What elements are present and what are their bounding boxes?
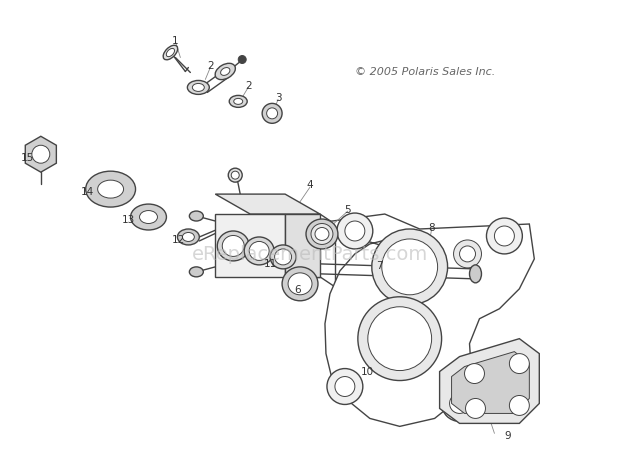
Ellipse shape [244,238,274,265]
Ellipse shape [238,56,246,64]
Text: © 2005 Polaris Sales Inc.: © 2005 Polaris Sales Inc. [355,67,495,77]
Polygon shape [215,195,320,215]
Ellipse shape [189,267,203,277]
Ellipse shape [182,233,194,242]
Ellipse shape [262,104,282,124]
Ellipse shape [189,212,203,222]
Circle shape [382,239,438,295]
Text: 8: 8 [428,222,435,233]
Text: 14: 14 [81,187,94,197]
Polygon shape [440,339,539,424]
Circle shape [494,227,515,247]
Text: 12: 12 [172,234,185,244]
Ellipse shape [217,232,249,261]
Ellipse shape [215,64,236,81]
Ellipse shape [249,242,269,261]
Circle shape [450,394,469,414]
Ellipse shape [140,211,157,224]
Circle shape [368,307,432,371]
Text: 5: 5 [345,205,351,215]
Circle shape [345,222,365,242]
Ellipse shape [469,265,482,283]
Text: 11: 11 [264,258,277,268]
Text: 7: 7 [376,260,383,270]
Ellipse shape [221,68,230,76]
Text: 2: 2 [207,61,214,71]
Text: 1: 1 [172,35,179,46]
Ellipse shape [288,273,312,295]
Polygon shape [451,352,529,414]
Ellipse shape [306,220,338,249]
Ellipse shape [228,169,242,183]
Circle shape [358,297,441,381]
Ellipse shape [97,181,123,199]
Ellipse shape [187,81,210,95]
Polygon shape [25,137,56,173]
Ellipse shape [234,99,242,105]
Ellipse shape [222,236,244,257]
Ellipse shape [267,109,278,120]
Ellipse shape [177,229,200,245]
Text: 3: 3 [275,93,281,103]
Circle shape [510,395,529,415]
Ellipse shape [315,228,329,241]
Text: 2: 2 [245,81,252,91]
Ellipse shape [192,84,205,92]
Polygon shape [285,215,320,277]
Ellipse shape [231,172,239,180]
Polygon shape [310,215,534,426]
Ellipse shape [270,245,296,269]
Circle shape [487,218,523,254]
Text: 15: 15 [21,153,35,163]
Ellipse shape [282,267,318,301]
Ellipse shape [163,46,178,61]
Text: 6: 6 [294,284,301,294]
Circle shape [441,386,477,421]
Ellipse shape [131,205,166,231]
Circle shape [337,213,373,249]
Circle shape [372,229,448,305]
Text: 13: 13 [122,215,135,224]
Circle shape [32,146,50,164]
Circle shape [454,240,482,268]
Text: 10: 10 [361,366,374,376]
Ellipse shape [86,172,136,207]
Text: 4: 4 [307,180,313,190]
Ellipse shape [229,96,247,108]
Circle shape [510,354,529,374]
Circle shape [459,247,476,263]
Text: eReplacementParts.com: eReplacementParts.com [192,245,428,264]
Ellipse shape [311,224,333,245]
Circle shape [466,399,485,419]
Circle shape [327,369,363,404]
Circle shape [335,377,355,397]
Polygon shape [215,215,285,277]
Ellipse shape [275,249,291,265]
Ellipse shape [166,49,175,57]
Circle shape [464,364,484,384]
Text: 9: 9 [504,430,511,440]
